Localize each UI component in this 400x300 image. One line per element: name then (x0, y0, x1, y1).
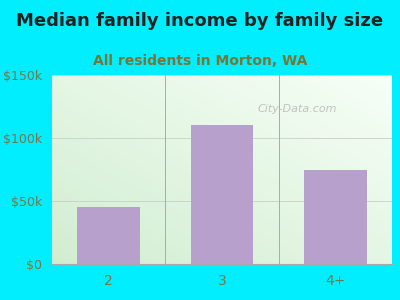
Bar (191, 125, 253, 264)
Bar (78, 207, 140, 264)
Text: City-Data.com: City-Data.com (257, 104, 336, 114)
Bar (304, 169, 366, 264)
Text: All residents in Morton, WA: All residents in Morton, WA (93, 54, 307, 68)
Text: Median family income by family size: Median family income by family size (16, 12, 384, 30)
